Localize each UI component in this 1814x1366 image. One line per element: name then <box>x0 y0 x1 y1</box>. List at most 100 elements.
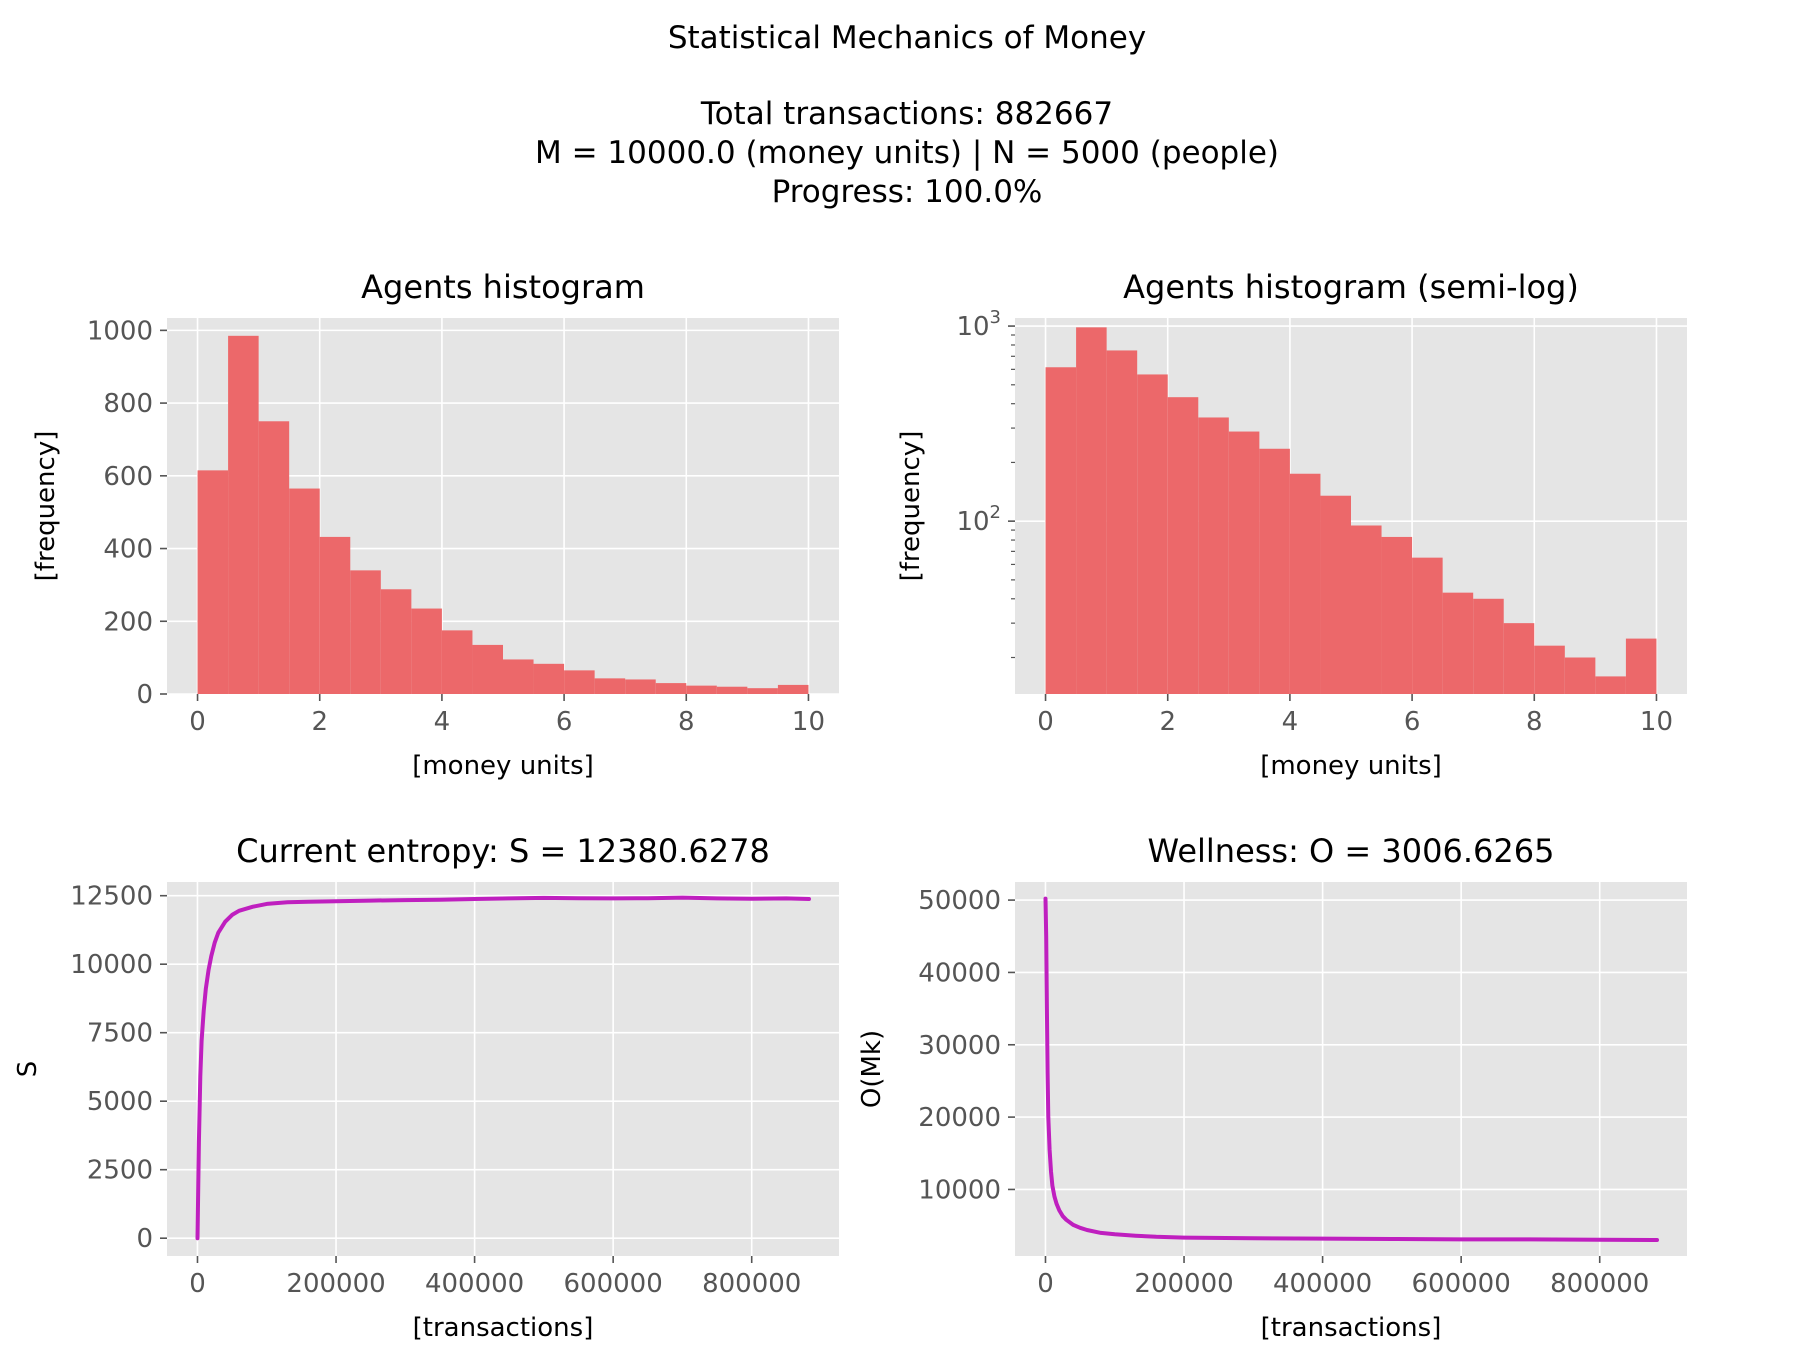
y-tick-label: 103 <box>956 307 1001 342</box>
x-tick-label: 4 <box>434 707 451 737</box>
histogram-bar <box>1228 431 1260 694</box>
histogram-bar <box>594 678 626 694</box>
histogram-bar <box>564 670 595 694</box>
y-axis-label: S <box>13 1061 43 1078</box>
histogram-bar <box>1473 598 1504 694</box>
tick-labels: 0 200000 400000 600000 800000 0 2500 5000 7500 10… <box>70 882 801 1299</box>
panel-histogram: 0 2 4 6 8 10 0 200 400 600 800 1000 Agents histogra… <box>31 268 839 781</box>
histogram-bar <box>411 608 442 694</box>
histogram-bar <box>503 659 534 694</box>
x-tick-label: 800000 <box>702 1269 801 1299</box>
x-axis-label: [money units] <box>412 751 594 781</box>
panel-entropy: 0 200000 400000 600000 800000 0 2500 5000 7500 10… <box>13 832 839 1343</box>
x-tick-label: 6 <box>556 707 573 737</box>
histogram-bar <box>1625 638 1657 694</box>
histogram-bar <box>197 470 229 694</box>
chart-title: Agents histogram (semi-log) <box>1123 268 1579 306</box>
histogram-bar <box>380 589 412 694</box>
suptitle-line: Statistical Mechanics of Money <box>668 20 1146 56</box>
y-tick-label: 20000 <box>918 1103 1001 1133</box>
data-marks <box>1043 896 1659 1242</box>
y-tick-label: 1000 <box>87 316 153 346</box>
x-tick-label: 400000 <box>425 1269 524 1299</box>
histogram-bar <box>1259 448 1290 694</box>
gridlines <box>167 882 839 1256</box>
histogram-bar <box>1503 623 1535 694</box>
x-tick-label: 8 <box>1526 707 1543 737</box>
tick-labels: 0 2 4 6 8 10 102 103 <box>956 307 1673 737</box>
x-tick-label: 2 <box>1159 707 1176 737</box>
figure-suptitle: Statistical Mechanics of Money Total tra… <box>535 20 1279 210</box>
histogram-bar <box>1351 525 1382 694</box>
histogram-bar <box>1564 657 1596 694</box>
x-tick-label: 0 <box>1037 1269 1054 1299</box>
histogram-bar <box>441 630 473 694</box>
x-tick-label: 4 <box>1282 707 1299 737</box>
x-tick-label: 400000 <box>1273 1269 1372 1299</box>
y-axis-label: [frequency] <box>896 431 926 582</box>
histogram-bar <box>777 684 809 694</box>
x-tick-label: 600000 <box>564 1269 663 1299</box>
chart-title: Current entropy: S = 12380.6278 <box>236 832 770 870</box>
histogram-bar <box>1412 557 1443 694</box>
tick-labels: 0 2 4 6 8 10 0 200 400 600 800 1000 <box>87 316 825 737</box>
histogram-bar <box>1167 397 1199 694</box>
histogram-bar <box>533 663 565 694</box>
histogram-bar <box>258 421 290 694</box>
x-tick-label: 200000 <box>286 1269 385 1299</box>
x-tick-label: 0 <box>189 707 206 737</box>
x-tick-label: 600000 <box>1412 1269 1511 1299</box>
histogram-bar <box>228 335 259 694</box>
chart-title: Agents histogram <box>361 268 645 306</box>
histogram-bar <box>289 488 320 694</box>
x-tick-label: 10 <box>1640 707 1673 737</box>
series-line <box>1043 896 1659 1242</box>
plot-area <box>1015 882 1687 1256</box>
y-tick-label: 200 <box>103 607 153 637</box>
histogram-bar <box>1320 495 1351 694</box>
data-marks <box>195 895 811 1241</box>
histogram-bar <box>1076 327 1107 694</box>
histogram-bar <box>1381 536 1413 694</box>
gridlines <box>1015 882 1687 1256</box>
histogram-bar <box>686 685 717 694</box>
y-tick-label: 50000 <box>918 886 1001 916</box>
tick-labels: 0 200000 400000 600000 800000 10000 20000 30000… <box>918 886 1649 1299</box>
x-tick-label: 6 <box>1404 707 1421 737</box>
x-tick-label: 200000 <box>1134 1269 1233 1299</box>
chart-title: Wellness: O = 3006.6265 <box>1148 832 1555 870</box>
y-tick-label: 0 <box>136 1224 153 1254</box>
x-tick-label: 2 <box>311 707 328 737</box>
suptitle-line: M = 10000.0 (money units) | N = 5000 (pe… <box>535 135 1279 171</box>
suptitle-line: Progress: 100.0% <box>772 174 1043 210</box>
y-tick-label: 10000 <box>70 950 153 980</box>
x-tick-label: 800000 <box>1550 1269 1649 1299</box>
histogram-bar <box>1595 676 1626 694</box>
y-tick-label: 2500 <box>87 1156 153 1186</box>
suptitle-line: Total transactions: 882667 <box>700 96 1113 132</box>
histogram-bar <box>1198 417 1229 694</box>
y-tick-label: 0 <box>136 680 153 710</box>
y-axis-label: O(Mk) <box>857 1030 887 1108</box>
y-tick-label: 400 <box>103 535 153 565</box>
histogram-bar <box>350 570 381 694</box>
x-axis-label: [money units] <box>1260 751 1442 781</box>
histogram-bar <box>1289 473 1321 694</box>
y-tick-label: 102 <box>956 502 1001 537</box>
histogram-bar <box>1106 350 1138 694</box>
panel-histogram-semilog: 0 2 4 6 8 10 102 103 Agents histogram (semi-log… <box>896 268 1687 781</box>
y-tick-label: 40000 <box>918 958 1001 988</box>
y-tick-label: 7500 <box>87 1019 153 1049</box>
histogram-bar <box>472 644 503 694</box>
histogram-bar <box>655 683 687 694</box>
series-line <box>195 895 811 1241</box>
histogram-bar <box>319 536 351 694</box>
data-marks <box>1045 327 1657 694</box>
x-tick-label: 10 <box>792 707 825 737</box>
histogram-bar <box>1137 374 1168 694</box>
y-tick-label: 5000 <box>87 1087 153 1117</box>
histogram-bar <box>1045 367 1077 694</box>
x-tick-label: 0 <box>1037 707 1054 737</box>
y-tick-label: 12500 <box>70 882 153 912</box>
